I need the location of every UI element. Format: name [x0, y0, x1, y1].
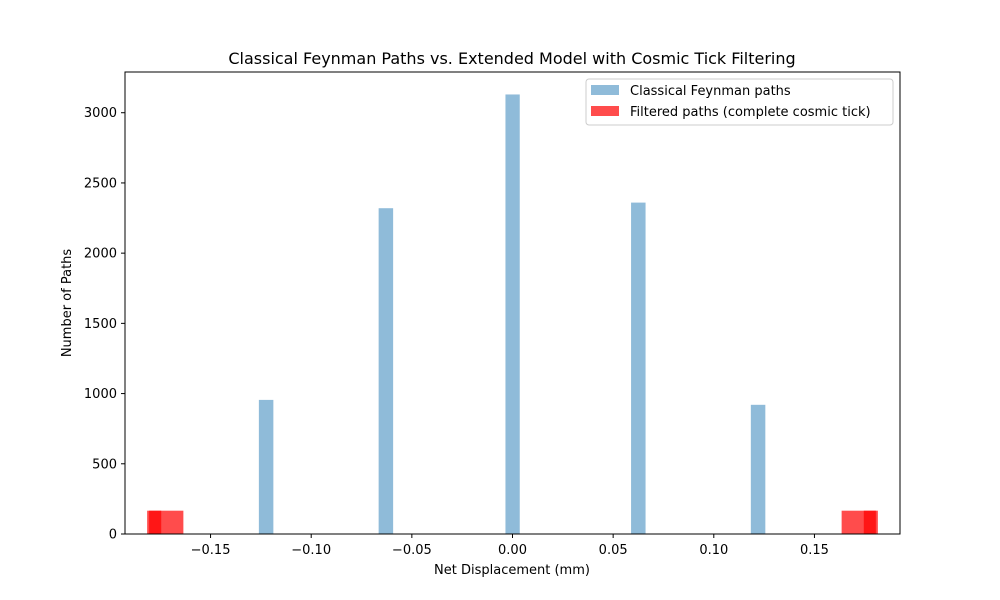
bar-filtered-1: [149, 510, 184, 534]
x-tick-label: −0.15: [191, 543, 231, 558]
y-axis-ticks: 0 500 1000 1500 2000 2500 3000: [84, 106, 125, 543]
legend-swatch-filtered: [591, 106, 619, 116]
bars-layer: [147, 94, 878, 535]
bar-filtered-3: [863, 510, 878, 534]
bar-classical-3: [631, 202, 646, 534]
legend-label-filtered: Filtered paths (complete cosmic tick): [630, 105, 871, 120]
bar-classical-1: [378, 208, 394, 534]
x-tick-label: 0.05: [599, 543, 628, 558]
y-tick-label: 1000: [84, 387, 117, 402]
bar-classical-2: [505, 94, 520, 535]
y-tick-label: 2000: [84, 247, 117, 262]
y-tick-label: 1500: [84, 317, 117, 332]
x-tick-label: 0.15: [800, 543, 829, 558]
x-tick-label: −0.05: [392, 543, 432, 558]
x-axis-label: Net Displacement (mm): [434, 563, 590, 578]
bar-classical-0: [258, 399, 274, 534]
y-tick-label: 500: [92, 457, 117, 472]
y-tick-label: 0: [109, 528, 117, 543]
legend-box: [585, 78, 894, 126]
x-tick-label: 0.10: [699, 543, 728, 558]
x-tick-label: 0.00: [498, 543, 527, 558]
y-axis-label: Number of Paths: [60, 249, 75, 358]
legend-label-classical: Classical Feynman paths: [630, 84, 791, 99]
legend-swatch-classical: [591, 85, 619, 95]
y-tick-label: 2500: [84, 176, 117, 191]
chart-title: Classical Feynman Paths vs. Extended Mod…: [228, 49, 795, 68]
x-axis-ticks: −0.15 −0.10 −0.05 0.00 0.05 0.10 0.15: [191, 534, 829, 558]
y-tick-label: 3000: [84, 106, 117, 121]
legend: Classical Feynman paths Filtered paths (…: [585, 78, 894, 126]
x-tick-label: −0.10: [291, 543, 331, 558]
bar-classical-4: [750, 404, 766, 534]
